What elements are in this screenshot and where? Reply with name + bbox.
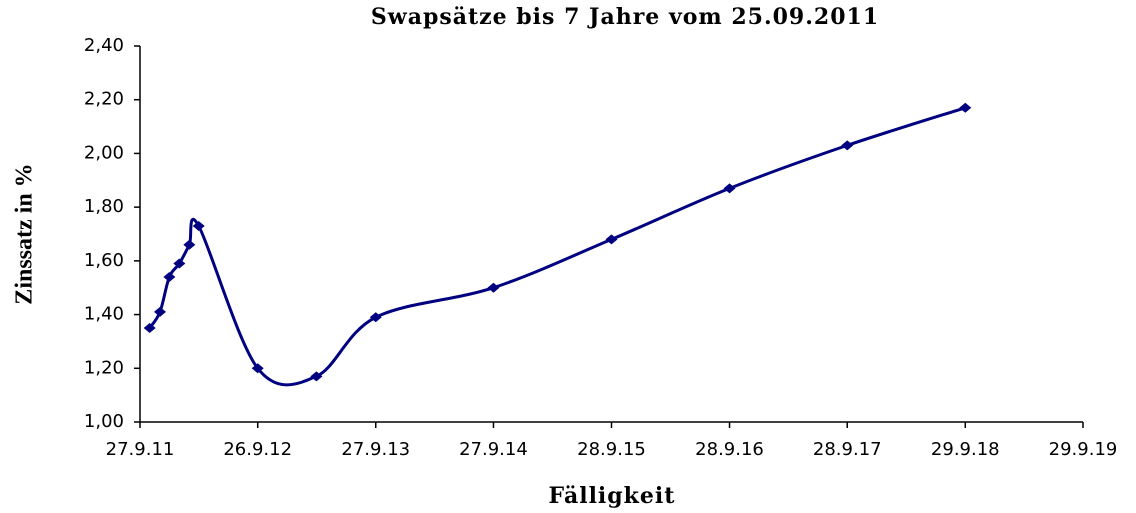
y-tick-label: 1,80 [84, 196, 124, 217]
data-point [143, 323, 156, 333]
data-point [959, 102, 972, 113]
data-point [310, 371, 323, 382]
data-point [723, 183, 736, 194]
x-tick-label: 28.9.15 [577, 439, 646, 460]
y-tick-label: 2,00 [84, 142, 124, 163]
data-point [841, 140, 854, 151]
x-tick-label: 28.9.17 [813, 439, 882, 460]
data-point [369, 312, 382, 323]
data-point [173, 258, 186, 269]
chart-title: Swapsätze bis 7 Jahre vom 25.09.2011 [371, 4, 879, 30]
x-tick-label: 26.9.12 [223, 439, 292, 460]
x-tick-label: 29.9.18 [931, 439, 1000, 460]
y-tick-label: 1,00 [84, 411, 124, 432]
y-tick-label: 1,60 [84, 250, 124, 271]
x-axis-label: Fälligkeit [549, 483, 676, 509]
y-tick-label: 2,20 [84, 89, 124, 110]
x-tick-label: 27.9.11 [106, 439, 175, 460]
x-tick-label: 27.9.14 [459, 439, 528, 460]
data-point [251, 363, 264, 374]
x-tick-label: 27.9.13 [341, 439, 410, 460]
data-point [192, 220, 205, 231]
x-tick-label: 28.9.16 [695, 439, 764, 460]
data-point [605, 234, 618, 245]
x-tick-label: 29.9.19 [1049, 439, 1118, 460]
data-point [163, 271, 176, 282]
data-point [487, 282, 500, 293]
series-line [148, 106, 966, 387]
data-point [183, 239, 196, 250]
y-tick-label: 1,40 [84, 304, 124, 325]
y-axis-label: Zinssatz in % [12, 163, 38, 304]
data-point [153, 306, 166, 317]
y-tick-label: 2,40 [84, 35, 124, 56]
y-tick-label: 1,20 [84, 357, 124, 378]
